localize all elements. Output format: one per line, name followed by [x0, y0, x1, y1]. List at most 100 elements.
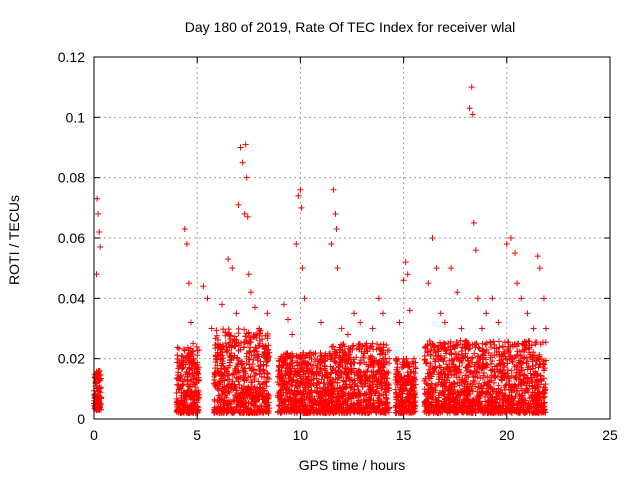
data-point: [479, 361, 486, 368]
data-point: [281, 360, 288, 367]
data-point: [357, 369, 364, 376]
data-point: [534, 356, 541, 363]
data-point: [192, 379, 199, 386]
data-point: [237, 144, 244, 151]
data-point: [466, 383, 473, 390]
data-point: [225, 331, 232, 338]
data-point: [378, 373, 385, 380]
data-point: [244, 340, 251, 347]
data-point: [296, 372, 303, 379]
data-point: [173, 409, 180, 416]
data-point: [442, 387, 449, 394]
data-point: [218, 301, 225, 308]
data-point: [339, 362, 346, 369]
data-point: [303, 362, 310, 369]
data-point: [459, 404, 466, 411]
data-point: [362, 380, 369, 387]
data-point: [440, 398, 447, 405]
data-point: [223, 348, 230, 355]
data-point: [287, 374, 294, 381]
data-point: [243, 174, 250, 181]
data-point: [252, 344, 259, 351]
data-point: [432, 409, 439, 416]
data-point: [306, 397, 313, 404]
data-point: [459, 344, 466, 351]
data-point: [190, 409, 197, 416]
data-point: [231, 397, 238, 404]
data-point: [448, 389, 455, 396]
data-point: [294, 409, 301, 416]
data-point: [226, 400, 233, 407]
data-point: [294, 369, 301, 376]
data-point: [459, 352, 466, 359]
data-point: [448, 381, 455, 388]
data-point: [239, 358, 246, 365]
data-point: [427, 408, 434, 415]
data-point: [377, 379, 384, 386]
data-point: [375, 295, 382, 302]
data-point: [332, 369, 339, 376]
data-point: [279, 377, 286, 384]
data-point: [542, 381, 549, 388]
data-point: [467, 369, 474, 376]
data-point: [383, 342, 390, 349]
data-point: [407, 381, 414, 388]
data-point: [293, 241, 300, 248]
data-point: [340, 352, 347, 359]
data-point: [368, 392, 375, 399]
data-point: [188, 376, 195, 383]
data-point: [355, 340, 362, 347]
data-point: [263, 378, 270, 385]
data-point: [489, 405, 496, 412]
data-point: [394, 364, 401, 371]
data-point: [305, 374, 312, 381]
data-point: [96, 228, 103, 235]
data-point: [404, 391, 411, 398]
data-point: [220, 400, 227, 407]
data-point: [185, 280, 192, 287]
data-point: [379, 310, 386, 317]
data-point: [502, 386, 509, 393]
data-point: [505, 343, 512, 350]
data-point: [299, 391, 306, 398]
data-point: [309, 408, 316, 415]
data-point: [536, 399, 543, 406]
data-point: [501, 392, 508, 399]
data-point: [359, 407, 366, 414]
data-point: [512, 393, 519, 400]
data-point: [499, 344, 506, 351]
data-point: [513, 407, 520, 414]
data-point: [299, 359, 306, 366]
data-point: [369, 340, 376, 347]
data-point: [326, 403, 333, 410]
data-point: [194, 352, 201, 359]
data-point: [463, 342, 470, 349]
data-point: [355, 403, 362, 410]
data-point: [251, 374, 258, 381]
data-point: [442, 341, 449, 348]
data-point: [458, 325, 465, 332]
data-point: [217, 352, 224, 359]
data-point: [480, 369, 487, 376]
data-point: [479, 352, 486, 359]
data-point: [261, 370, 268, 377]
data-point: [535, 391, 542, 398]
data-point: [378, 385, 385, 392]
data-point: [386, 355, 393, 362]
data-point: [488, 344, 495, 351]
data-point: [301, 396, 308, 403]
data-point: [225, 341, 232, 348]
data-point: [371, 404, 378, 411]
data-point: [472, 361, 479, 368]
data-point: [504, 367, 511, 374]
data-point: [282, 387, 289, 394]
data-point: [302, 374, 309, 381]
data-point: [482, 341, 489, 348]
data-point: [212, 370, 219, 377]
data-point: [319, 372, 326, 379]
data-point: [307, 409, 314, 416]
data-point: [451, 344, 458, 351]
data-point: [309, 404, 316, 411]
data-point: [501, 398, 508, 405]
data-point: [282, 396, 289, 403]
